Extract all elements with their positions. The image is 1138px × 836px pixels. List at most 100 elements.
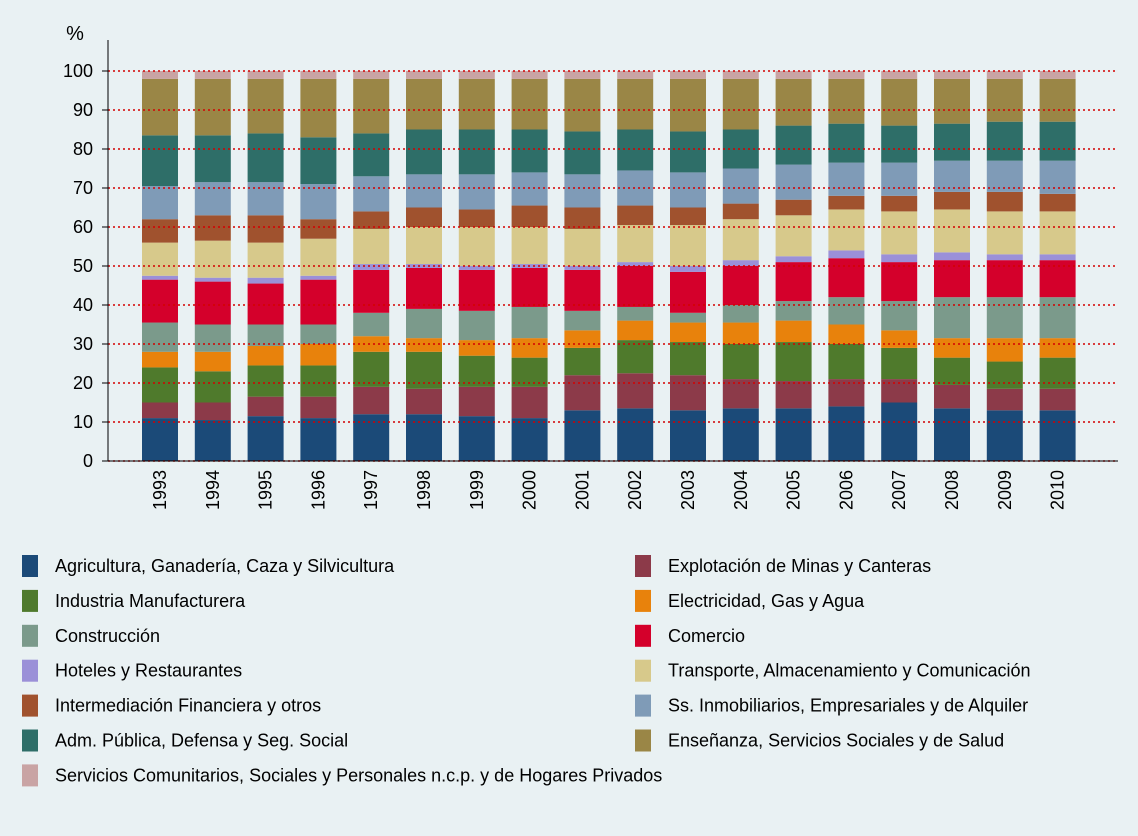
bar-segment <box>934 209 970 253</box>
bar-segment <box>670 78 706 132</box>
bar-segment <box>406 308 442 339</box>
bar-segment <box>458 227 495 266</box>
bar-segment <box>564 131 601 175</box>
bar-segment <box>564 228 601 266</box>
bar-segment <box>300 184 337 220</box>
bar-segment <box>353 228 390 265</box>
bar-segment <box>247 396 284 417</box>
bar-segment <box>142 402 178 419</box>
bar-segment <box>617 205 654 226</box>
bar-segment <box>406 338 442 352</box>
bar-segment <box>1039 71 1076 79</box>
bar-segment <box>142 242 178 276</box>
bar-segment <box>353 264 390 270</box>
bar-segment <box>564 269 601 311</box>
y-tick-label: 100 <box>63 61 93 81</box>
x-tick-label: 2007 <box>889 470 909 510</box>
bar-segment <box>458 209 495 227</box>
bar-segment <box>934 408 970 461</box>
legend-swatch <box>22 555 38 577</box>
bar-segment <box>934 338 970 358</box>
bar-segment <box>300 418 337 461</box>
bar-segment <box>617 129 654 171</box>
bar-segment <box>670 225 706 266</box>
bar-segment <box>775 125 812 165</box>
bar-segment <box>458 129 495 175</box>
bar-segment <box>828 258 865 298</box>
bar-segment <box>406 78 442 130</box>
bar-segment <box>353 269 390 313</box>
bar-segment <box>247 365 284 397</box>
bar-segment <box>353 312 390 337</box>
legend-label: Adm. Pública, Defensa y Seg. Social <box>55 731 348 751</box>
legend-swatch <box>22 764 38 787</box>
y-tick-label: 0 <box>83 451 93 471</box>
x-tick-label: 1994 <box>203 470 223 510</box>
bar-segment <box>828 250 865 259</box>
bar-segment <box>722 260 759 266</box>
bar-segment <box>247 242 284 278</box>
bar-segment <box>986 211 1023 255</box>
bar-segment <box>934 252 970 261</box>
bar-segment <box>247 345 284 366</box>
bar-segment <box>986 160 1023 192</box>
bar-segment <box>986 297 1023 339</box>
bar-segment <box>406 388 442 415</box>
bar-segment <box>300 279 337 325</box>
bar-segment <box>406 207 442 227</box>
bar-segment <box>617 170 654 206</box>
bar-segment <box>300 219 337 239</box>
bar-segment <box>564 78 601 132</box>
bar-segment <box>828 71 865 79</box>
bar-segment <box>406 414 442 461</box>
legend-label: Enseñanza, Servicios Sociales y de Salud <box>668 731 1004 751</box>
y-axis-label: % <box>66 23 84 45</box>
bar-segment <box>775 320 812 343</box>
bar-segment <box>722 168 759 204</box>
bar-segment <box>142 186 178 220</box>
bar-segment <box>670 312 706 323</box>
bar-segment <box>194 78 231 136</box>
bar-segment <box>617 320 654 341</box>
bar-segment <box>828 209 865 251</box>
bar-segment <box>564 266 601 270</box>
x-tick-label: 2001 <box>572 470 592 510</box>
bar-segment <box>300 365 337 397</box>
legend-swatch <box>22 729 38 752</box>
bar-segment <box>617 266 654 307</box>
bar-segment <box>300 324 337 344</box>
bar-segment <box>775 262 812 302</box>
bar-segment <box>722 71 759 79</box>
bar-segment <box>300 238 337 276</box>
bar-segment <box>828 195 865 210</box>
bar-segment <box>617 78 654 130</box>
bar-segment <box>881 330 918 348</box>
bar-segment <box>564 330 601 348</box>
bar-segment <box>300 137 337 185</box>
bar-segment <box>194 277 231 282</box>
legend-swatch <box>22 694 38 717</box>
bar-segment <box>828 324 865 344</box>
bar-segment <box>458 269 495 311</box>
bar-segment <box>458 355 495 387</box>
bar-segment <box>458 174 495 210</box>
bar-segment <box>881 262 918 302</box>
bar-segment <box>986 361 1023 389</box>
bar-segment <box>142 367 178 403</box>
legend-label: Explotación de Minas y Canteras <box>668 556 931 576</box>
y-tick-label: 30 <box>73 334 93 354</box>
bar-segment <box>353 211 390 229</box>
x-tick-label: 2005 <box>784 470 804 510</box>
bar-segment <box>247 416 284 461</box>
x-tick-label: 1996 <box>308 470 328 510</box>
bar-segment <box>142 418 178 461</box>
bar-segment <box>775 301 812 321</box>
legend-swatch <box>635 555 651 577</box>
bar-segment <box>511 205 548 227</box>
bar-segment <box>617 373 654 409</box>
legend-label: Agricultura, Ganadería, Caza y Silvicult… <box>55 556 395 576</box>
legend-label: Industria Manufacturera <box>55 591 246 611</box>
bar-segment <box>670 266 706 272</box>
bar-segment <box>300 396 337 419</box>
bar-segment <box>194 351 231 372</box>
